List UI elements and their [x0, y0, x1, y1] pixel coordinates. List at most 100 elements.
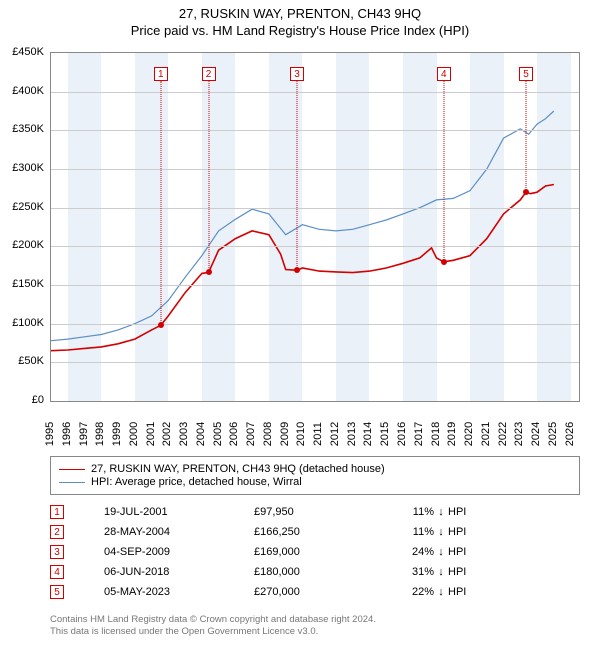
x-axis-label: 2019: [446, 422, 458, 446]
sales-table-row: 4 06-JUN-2018£180,00031%↓HPI: [50, 562, 580, 582]
sale-marker-line: [526, 81, 527, 192]
plot-area: 1 2 3 4 5: [50, 52, 580, 402]
x-axis-label: 2006: [228, 422, 240, 446]
y-axis-label: £0: [32, 394, 44, 406]
sale-price: £166,250: [254, 526, 374, 538]
sale-marker-dot: [206, 269, 212, 275]
sale-index-box: 4: [50, 565, 64, 579]
x-axis-label: 2011: [312, 422, 324, 446]
gridline: [51, 130, 579, 131]
x-axis-label: 2002: [161, 422, 173, 446]
sale-price: £180,000: [254, 566, 374, 578]
sale-price: £169,000: [254, 546, 374, 558]
sale-marker-line: [443, 81, 444, 262]
chart-title: 27, RUSKIN WAY, PRENTON, CH43 9HQ: [0, 6, 600, 21]
x-axis-label: 2013: [346, 422, 358, 446]
hpi-line: [51, 111, 554, 341]
sale-date: 04-SEP-2009: [104, 546, 254, 558]
sale-marker-box: 5: [519, 67, 533, 81]
down-arrow-icon: ↓: [434, 586, 448, 598]
sales-table-row: 2 28-MAY-2004£166,25011%↓HPI: [50, 522, 580, 542]
x-axis-label: 2010: [295, 422, 307, 446]
x-axis-label: 2001: [145, 422, 157, 446]
gridline: [51, 208, 579, 209]
sales-table-row: 1 19-JUL-2001£97,95011%↓HPI: [50, 502, 580, 522]
gridline: [51, 362, 579, 363]
x-axis-label: 2003: [178, 422, 190, 446]
sale-marker-box: 1: [154, 67, 168, 81]
sale-marker-line: [297, 81, 298, 270]
legend: 27, RUSKIN WAY, PRENTON, CH43 9HQ (detac…: [50, 456, 580, 495]
sale-marker-line: [160, 81, 161, 325]
hpi-label: HPI: [448, 566, 488, 578]
y-axis-label: £50K: [18, 355, 44, 367]
down-arrow-icon: ↓: [434, 526, 448, 538]
x-axis-label: 2024: [530, 422, 542, 446]
down-arrow-icon: ↓: [434, 566, 448, 578]
sale-marker-box: 2: [202, 67, 216, 81]
sale-index-box: 5: [50, 585, 64, 599]
x-axis-label: 1999: [111, 422, 123, 446]
sale-index-box: 3: [50, 545, 64, 559]
gridline: [51, 285, 579, 286]
x-axis-label: 2015: [379, 422, 391, 446]
x-axis-label: 1995: [44, 422, 56, 446]
hpi-label: HPI: [448, 506, 488, 518]
sale-marker-line: [208, 81, 209, 272]
sale-price: £270,000: [254, 586, 374, 598]
x-axis-label: 2007: [245, 422, 257, 446]
y-axis-label: £300K: [12, 162, 44, 174]
gridline: [51, 169, 579, 170]
x-axis-label: 1997: [78, 422, 90, 446]
sale-marker-box: 3: [290, 67, 304, 81]
x-axis-label: 2018: [430, 422, 442, 446]
y-axis-label: £350K: [12, 123, 44, 135]
x-axis-label: 2017: [413, 422, 425, 446]
sales-table-row: 304-SEP-2009£169,00024%↓HPI: [50, 542, 580, 562]
sale-index-box: 2: [50, 525, 64, 539]
hpi-label: HPI: [448, 526, 488, 538]
sale-date: 06-JUN-2018: [104, 566, 254, 578]
sale-price: £97,950: [254, 506, 374, 518]
legend-label-hpi: HPI: Average price, detached house, Wirr…: [91, 476, 302, 488]
sale-marker-box: 4: [437, 67, 451, 81]
sale-diff-percent: 11%: [374, 526, 434, 538]
y-axis-label: £250K: [12, 201, 44, 213]
x-axis-label: 2009: [279, 422, 291, 446]
sale-diff-percent: 22%: [374, 586, 434, 598]
x-axis-label: 2014: [362, 422, 374, 446]
y-axis-label: £100K: [12, 317, 44, 329]
gridline: [51, 92, 579, 93]
sale-marker-dot: [441, 259, 447, 265]
x-axis-label: 2000: [128, 422, 140, 446]
hpi-label: HPI: [448, 546, 488, 558]
legend-label-property: 27, RUSKIN WAY, PRENTON, CH43 9HQ (detac…: [91, 463, 385, 475]
sale-date: 28-MAY-2004: [104, 526, 254, 538]
footer-text: Contains HM Land Registry data © Crown c…: [50, 614, 376, 639]
sales-table-row: 505-MAY-2023£270,00022%↓HPI: [50, 582, 580, 602]
x-axis-label: 2021: [480, 422, 492, 446]
x-axis-label: 2012: [329, 422, 341, 446]
x-axis-label: 2016: [396, 422, 408, 446]
x-axis-label: 2023: [513, 422, 525, 446]
sale-marker-dot: [523, 189, 529, 195]
chart-area: £0£50K£100K£150K£200K£250K£300K£350K£400…: [0, 44, 600, 450]
sale-diff-percent: 31%: [374, 566, 434, 578]
sale-index-box: 1: [50, 505, 64, 519]
gridline: [51, 324, 579, 325]
chart-subtitle: Price paid vs. HM Land Registry's House …: [0, 23, 600, 38]
x-axis-label: 2008: [262, 422, 274, 446]
x-axis-label: 2005: [212, 422, 224, 446]
y-axis-label: £450K: [12, 46, 44, 58]
sale-marker-dot: [158, 322, 164, 328]
x-axis-label: 2004: [195, 422, 207, 446]
x-axis-label: 2020: [463, 422, 475, 446]
sales-table: 119-JUL-2001£97,95011%↓HPI228-MAY-2004£1…: [50, 502, 580, 602]
y-axis-label: £400K: [12, 85, 44, 97]
down-arrow-icon: ↓: [434, 506, 448, 518]
x-axis-label: 1998: [94, 422, 106, 446]
x-axis-label: 2025: [547, 422, 559, 446]
sale-diff-percent: 11%: [374, 506, 434, 518]
sale-date: 19-JUL-2001: [104, 506, 254, 518]
x-axis-label: 1996: [61, 422, 73, 446]
